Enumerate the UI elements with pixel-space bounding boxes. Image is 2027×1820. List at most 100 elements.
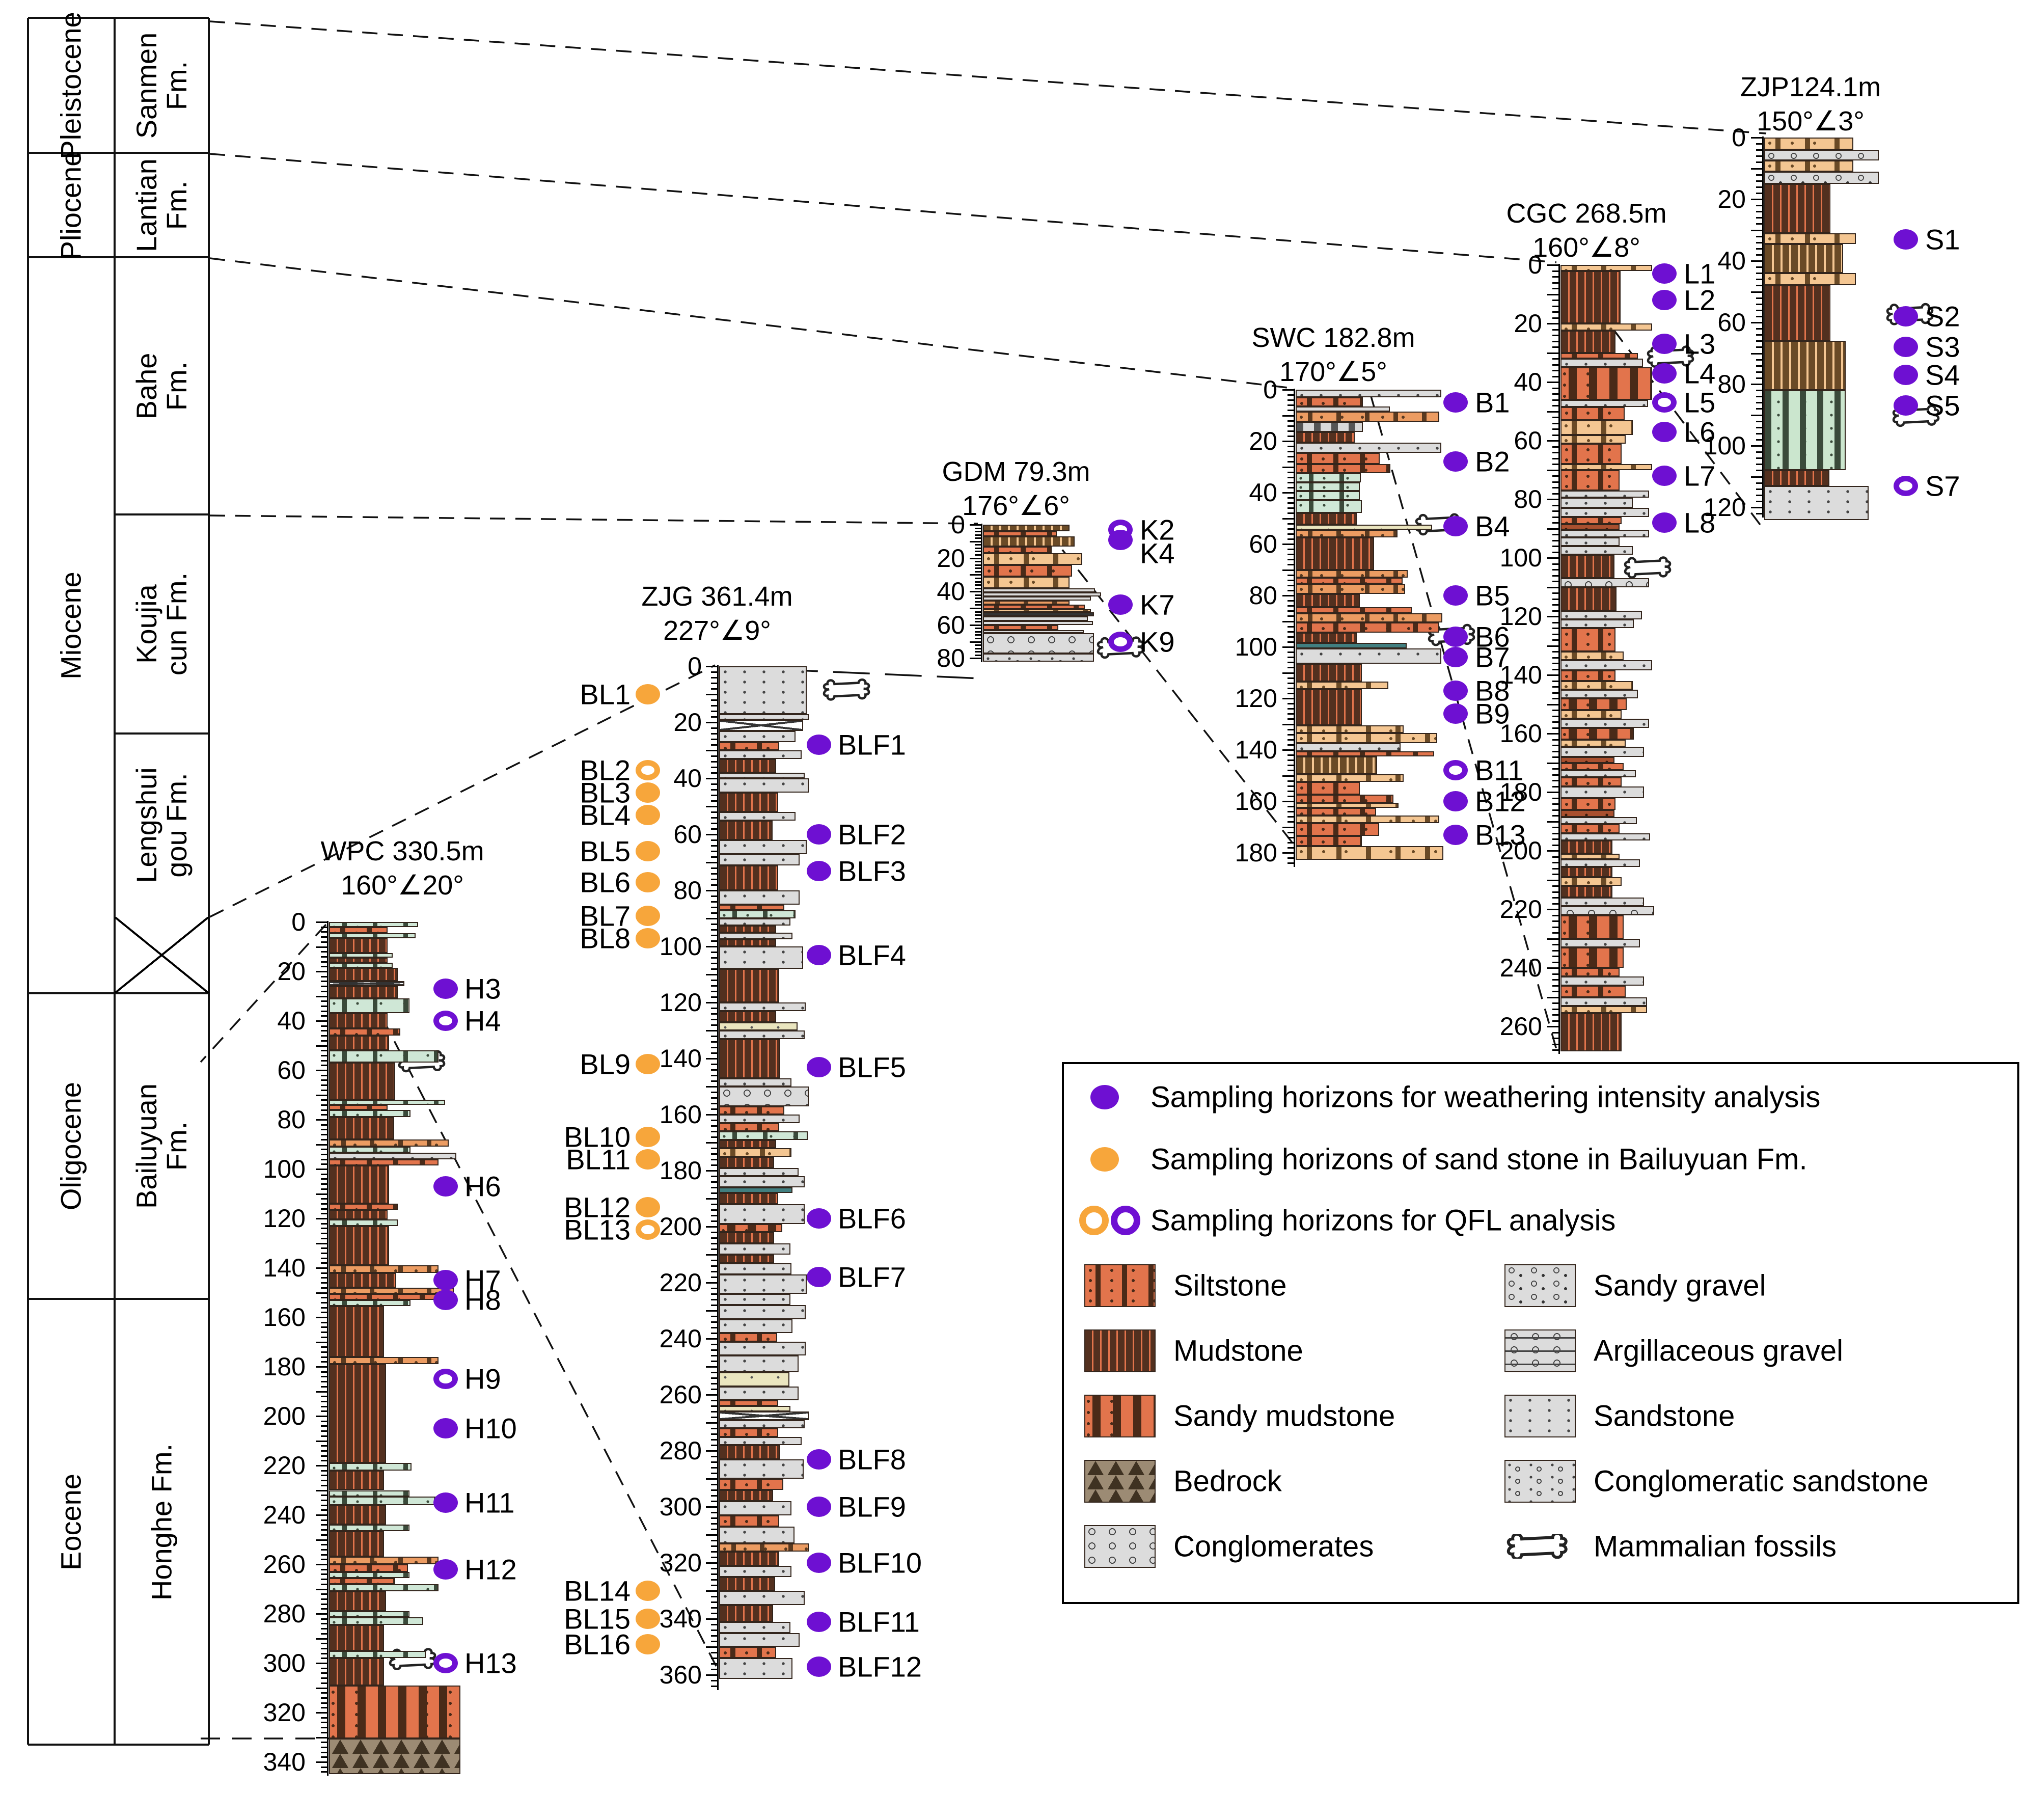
scale-tick-label: 40 [1717,247,1746,275]
scale-tick [1552,862,1558,863]
scale-tick [321,1519,327,1521]
bed-gsand [719,730,796,742]
scale-tick [321,1099,327,1101]
bed-mud [1560,331,1615,353]
bed-silt [1560,763,1624,770]
scale-tick [1552,546,1558,547]
scale-tick [711,1019,717,1020]
bed-mud [329,1505,386,1525]
sample-marker-h11 [433,1492,458,1513]
sample-marker-bl15 [636,1609,660,1629]
bed-mud [1296,663,1362,682]
scale-tick [711,1041,717,1043]
scale-tick [1282,389,1294,391]
scale-tick [316,1267,327,1269]
scale-tick [1288,538,1294,540]
sample-marker-bl4 [636,804,660,825]
bed-silt [1296,751,1434,756]
scale-tick [1552,581,1558,582]
scale-ruler-gdm [981,524,982,663]
scale-tick [711,1389,717,1390]
scale-tick [316,1736,327,1738]
bed-mud [1560,270,1621,323]
bed-psand [1560,877,1622,886]
scale-tick [1552,914,1558,916]
scale-tick [1552,405,1558,406]
scale-tick [1751,260,1762,262]
scale-tick [1288,790,1294,792]
sample-label-b2: B2 [1475,445,1510,478]
scale-tick [321,1534,327,1536]
scale-tick [706,1142,717,1144]
scale-tick [321,1089,327,1091]
scale-tick [316,1292,327,1294]
sample-label-bl4: BL4 [580,799,631,831]
scale-tick-label: 40 [673,764,702,793]
scale-tick [316,1588,327,1590]
sample-label-bl5: BL5 [580,835,631,867]
section-title-wpc: WPC 330.5m [320,836,484,866]
scale-tick [321,1312,327,1314]
scale-tick [706,1310,717,1312]
bed-silt [719,1400,778,1406]
bed-gmud [1296,422,1363,432]
bed-mud [329,1036,389,1051]
scale-tick [970,574,981,576]
scale-tick [711,1243,717,1244]
bed-psand [1764,273,1856,286]
sample-label-blf4: BLF4 [838,939,906,971]
bed-mud [719,1156,774,1168]
scale-tick [1547,850,1558,852]
scale-tick-label: 0 [291,908,306,936]
scale-tick [1756,266,1762,268]
bed-gsand [719,1078,791,1086]
scale-tick [1288,549,1294,551]
scale-tick [711,1484,717,1485]
unconformity-cross-box [115,917,209,993]
scale-tick [706,890,717,891]
scale-tick [1288,579,1294,581]
bed-gsand [719,1319,792,1333]
bed-psand [983,553,1082,565]
scale-tick [316,1242,327,1244]
scale-tick [1288,615,1294,617]
bed-mud [329,967,398,982]
scale-tick [1288,523,1294,525]
scale-tick [975,547,981,549]
bed-yell [719,1406,790,1411]
scale-tick [1552,621,1558,623]
sample-marker-blf6 [807,1208,831,1229]
legend-lithology-text-gsand: Sandstone [1594,1399,1735,1433]
scale-tick-label: 80 [1717,370,1746,398]
scale-tick [1756,149,1762,151]
sample-marker-k7 [1108,594,1133,615]
scale-tick [1756,377,1762,379]
scale-tick [321,1682,327,1684]
scale-tick [706,1086,717,1088]
bed-silt [329,1203,398,1210]
scale-tick [1288,692,1294,694]
bed-gsand [1296,442,1441,453]
scale-tick [1552,610,1558,612]
scale-tick [1288,806,1294,808]
scale-tick [706,1002,717,1003]
scale-tick [321,1030,327,1032]
scale-tick [1552,358,1558,360]
scale-tick [1288,651,1294,654]
scale-tick [321,1455,327,1457]
scale-tick [321,961,327,963]
scale-tick [1552,282,1558,284]
bed-green [329,1584,439,1592]
bed-gsand [719,1030,805,1039]
scale-tick [711,1461,717,1463]
scale-tick [711,1181,717,1183]
scale-tick [1288,657,1294,659]
scale-tick [321,1731,327,1733]
sample-marker-blf1 [807,735,831,755]
bed-psand [1560,853,1620,860]
bed-silt [983,564,1072,577]
scale-tick [321,1332,327,1334]
legend-open-purple-circle [1111,1206,1140,1235]
scale-tick-label: 120 [1703,493,1746,522]
scale-tick [1552,569,1558,571]
